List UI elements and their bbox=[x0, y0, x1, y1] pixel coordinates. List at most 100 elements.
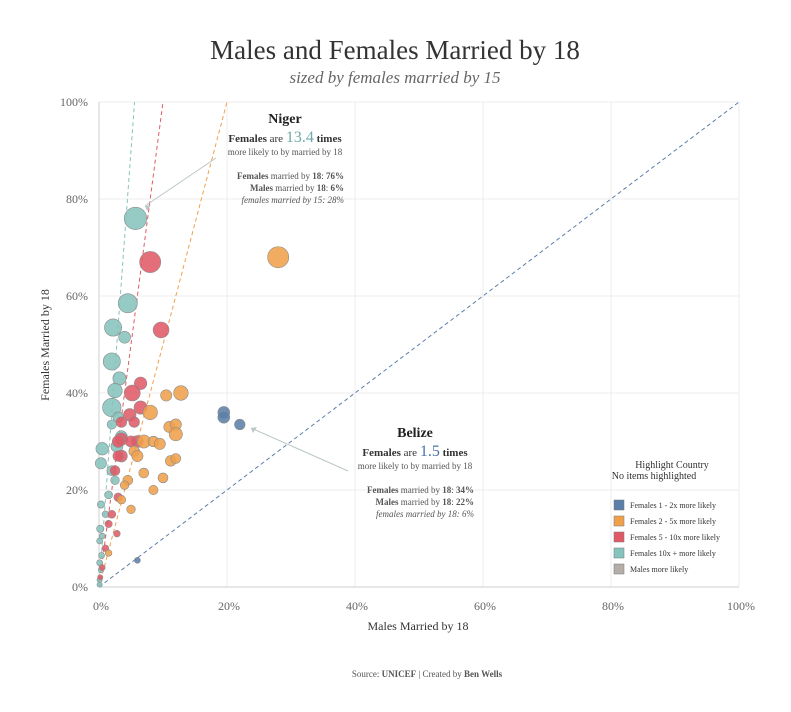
footer-source-label: Source: bbox=[352, 669, 382, 679]
annotation-males-18: Males married by 18: 6% bbox=[250, 183, 344, 193]
data-point bbox=[104, 549, 113, 557]
annotation-ratio-value: 1.5 bbox=[420, 443, 440, 460]
data-point bbox=[119, 480, 130, 490]
legend-swatch bbox=[613, 563, 625, 575]
data-point bbox=[128, 416, 140, 428]
annotation-ratio-note: more likely to by married by 18 bbox=[228, 147, 343, 157]
annotation-females-18: Females married by 18: 34% bbox=[367, 485, 474, 495]
legend-item[interactable]: Females 5 - 10x more likely bbox=[613, 531, 720, 543]
annotation-females-18-mid: married by bbox=[269, 171, 313, 181]
data-point bbox=[148, 485, 159, 495]
reference-line bbox=[98, 101, 164, 588]
data-point bbox=[126, 504, 136, 515]
annotation-females-18: Females married by 18: 76% bbox=[237, 171, 344, 181]
annotation-leader-line bbox=[144, 157, 217, 207]
data-point bbox=[234, 418, 246, 431]
legend-swatch bbox=[613, 515, 625, 527]
reference-line bbox=[98, 101, 228, 588]
legend-item[interactable]: Males more likely bbox=[613, 563, 688, 575]
data-point bbox=[107, 509, 117, 519]
axes: 0% 0% 20% 20% 40% 40% 60% 60% 80% 80% 100% 100% bbox=[60, 95, 755, 613]
y-tick-label: 60% bbox=[66, 289, 88, 303]
data-point bbox=[106, 419, 117, 430]
data-point bbox=[107, 382, 123, 399]
footer-credit: Source: UNICEF | Created by Ben Wells bbox=[352, 669, 503, 679]
x-tick-label: 20% bbox=[218, 599, 240, 613]
legend-item[interactable]: Females 1 - 2x more likely bbox=[613, 499, 716, 511]
data-point bbox=[116, 495, 127, 505]
footer-source: UNICEF bbox=[382, 669, 417, 679]
annotation-ratio: Females are 1.5 times bbox=[362, 443, 468, 460]
legend-label: Females 5 - 10x more likely bbox=[630, 533, 720, 542]
x-tick-label: 0% bbox=[93, 599, 109, 613]
annotation-females-18-value: 34% bbox=[456, 485, 474, 495]
data-point bbox=[94, 457, 107, 470]
data-point bbox=[97, 574, 104, 581]
x-tick-label: 40% bbox=[346, 599, 368, 613]
data-point bbox=[110, 475, 120, 485]
data-point bbox=[217, 410, 231, 424]
data-point bbox=[112, 450, 124, 462]
annotation-country: Niger bbox=[268, 112, 301, 127]
annotation-males-18-pre: Males bbox=[250, 183, 273, 193]
data-point bbox=[95, 442, 109, 456]
y-tick-label: 20% bbox=[66, 483, 88, 497]
data-point bbox=[153, 437, 166, 450]
annotation-ratio-post: times bbox=[440, 447, 469, 459]
data-point bbox=[138, 467, 150, 479]
annotation-males-18-sep: : bbox=[326, 183, 331, 193]
annotation-ratio-mid: are bbox=[267, 133, 286, 145]
data-point bbox=[109, 465, 121, 476]
annotation-females-15: females married by 18: 6% bbox=[376, 509, 474, 519]
data-point bbox=[102, 352, 121, 371]
annotation-ratio-pre: Females bbox=[362, 447, 401, 459]
y-tick-label: 80% bbox=[66, 192, 88, 206]
annotation-females-18-sep: : bbox=[451, 485, 456, 495]
legend-label: Females 2 - 5x more likely bbox=[630, 517, 716, 526]
legend-item[interactable]: Females 2 - 5x more likely bbox=[613, 515, 716, 527]
annotation-males-18-value: 22% bbox=[456, 497, 474, 507]
legend-item[interactable]: Females 10x + more likely bbox=[613, 547, 716, 559]
chart-subtitle: sized by females married by 15 bbox=[289, 68, 500, 87]
legend-subtitle: No items highlighted bbox=[612, 471, 696, 482]
data-point bbox=[117, 293, 138, 314]
data-point bbox=[131, 450, 144, 462]
x-axis-title: Males Married by 18 bbox=[368, 619, 469, 633]
y-tick-label: 100% bbox=[60, 95, 88, 109]
data-point bbox=[170, 453, 182, 464]
footer-author: Ben Wells bbox=[464, 669, 503, 679]
annotation-males-18-mid: married by bbox=[273, 183, 317, 193]
gridlines bbox=[99, 101, 740, 587]
data-point bbox=[125, 435, 137, 448]
annotation-males-18-num: 18 bbox=[317, 183, 327, 193]
x-tick-label: 60% bbox=[474, 599, 496, 613]
annotation-arrowhead bbox=[145, 205, 151, 211]
x-tick-label: 80% bbox=[602, 599, 624, 613]
footer-separator: | Created by bbox=[416, 669, 464, 679]
legend-swatch bbox=[613, 547, 625, 559]
y-tick-label: 40% bbox=[66, 386, 88, 400]
annotation-ratio-value: 13.4 bbox=[286, 129, 314, 146]
data-point bbox=[152, 321, 170, 339]
legend-label: Females 1 - 2x more likely bbox=[630, 501, 716, 510]
annotation-ratio-mid: are bbox=[401, 447, 420, 459]
legend: Highlight Country No items highlighted F… bbox=[612, 460, 720, 575]
y-axis-title: Females Married by 18 bbox=[38, 289, 52, 401]
data-point bbox=[111, 435, 125, 448]
data-point bbox=[168, 427, 183, 442]
annotation-females-18-num: 18 bbox=[312, 171, 322, 181]
annotation-ratio: Females are 13.4 times bbox=[228, 129, 342, 146]
annotation-males-18-num: 18 bbox=[442, 497, 452, 507]
legend-title: Highlight Country bbox=[635, 460, 709, 471]
annotation-males-18-mid: married by bbox=[399, 497, 443, 507]
data-point bbox=[124, 384, 141, 402]
legend-swatch bbox=[613, 499, 625, 511]
data-point bbox=[113, 530, 121, 538]
data-point bbox=[118, 330, 131, 344]
data-point bbox=[98, 552, 105, 559]
x-tick-label: 100% bbox=[727, 599, 755, 613]
reference-line bbox=[98, 101, 740, 588]
data-point bbox=[96, 537, 103, 545]
